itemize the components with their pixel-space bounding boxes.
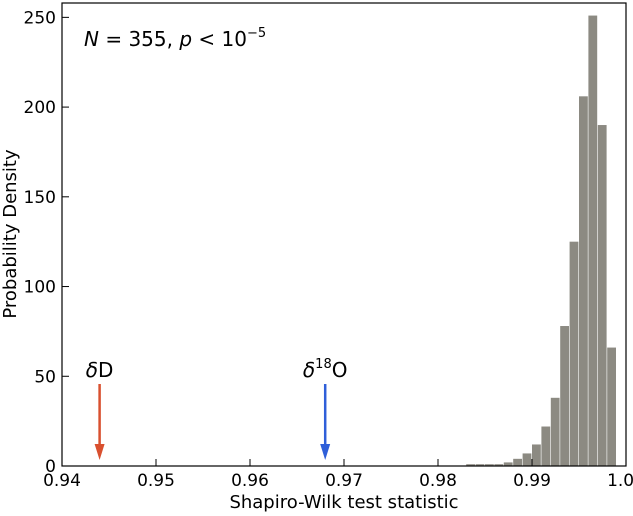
histogram-bar — [560, 326, 569, 466]
marker-arrow-head — [320, 444, 331, 460]
y-tick-label: 0 — [45, 457, 56, 477]
x-tick-label: 0.98 — [419, 471, 457, 491]
marker-label: δ18O — [303, 357, 348, 382]
marker-label: δD — [86, 358, 114, 382]
histogram-bar — [503, 462, 513, 466]
histogram-bar — [475, 464, 485, 466]
histogram-bar — [579, 96, 588, 466]
marker-arrow-head — [94, 444, 105, 460]
statistic-markers: δD δ18O — [86, 357, 348, 460]
histogram-bar — [494, 464, 504, 466]
histogram-bar — [607, 347, 616, 466]
histogram-bar — [541, 426, 551, 466]
y-tick-label: 100 — [24, 278, 56, 298]
histogram-bar — [588, 15, 598, 467]
x-tick-label: 0.94 — [43, 471, 81, 491]
histogram-bars — [466, 15, 616, 467]
histogram-bar — [513, 458, 522, 466]
histogram-bar — [550, 397, 560, 466]
y-tick-label: 150 — [24, 188, 56, 208]
y-tick-label: 250 — [24, 8, 56, 28]
x-tick-label: 1.00 — [607, 471, 633, 491]
y-axis-label: Probability Density — [0, 149, 21, 319]
x-tick-label: 0.95 — [137, 471, 175, 491]
x-axis-ticks: 0.94 0.95 0.96 0.97 0.98 0.99 1.00 — [43, 459, 633, 491]
x-tick-label: 0.96 — [231, 471, 269, 491]
y-tick-label: 50 — [34, 367, 56, 387]
y-tick-label: 200 — [24, 98, 56, 118]
histogram-bar — [466, 464, 475, 466]
x-tick-label: 0.97 — [325, 471, 363, 491]
x-axis-label: Shapiro-Wilk test statistic — [229, 492, 458, 513]
histogram-bar — [597, 125, 607, 466]
histogram-bar — [522, 453, 532, 466]
histogram-bar — [569, 241, 579, 466]
histogram-bar — [485, 464, 494, 466]
x-tick-label: 0.99 — [513, 471, 551, 491]
stats-annotation: N = 355, p < 10−5 — [84, 26, 266, 51]
y-axis-ticks: 0 50 100 150 200 250 — [24, 8, 69, 477]
histogram-bar — [532, 444, 541, 466]
plot-frame — [61, 2, 627, 467]
